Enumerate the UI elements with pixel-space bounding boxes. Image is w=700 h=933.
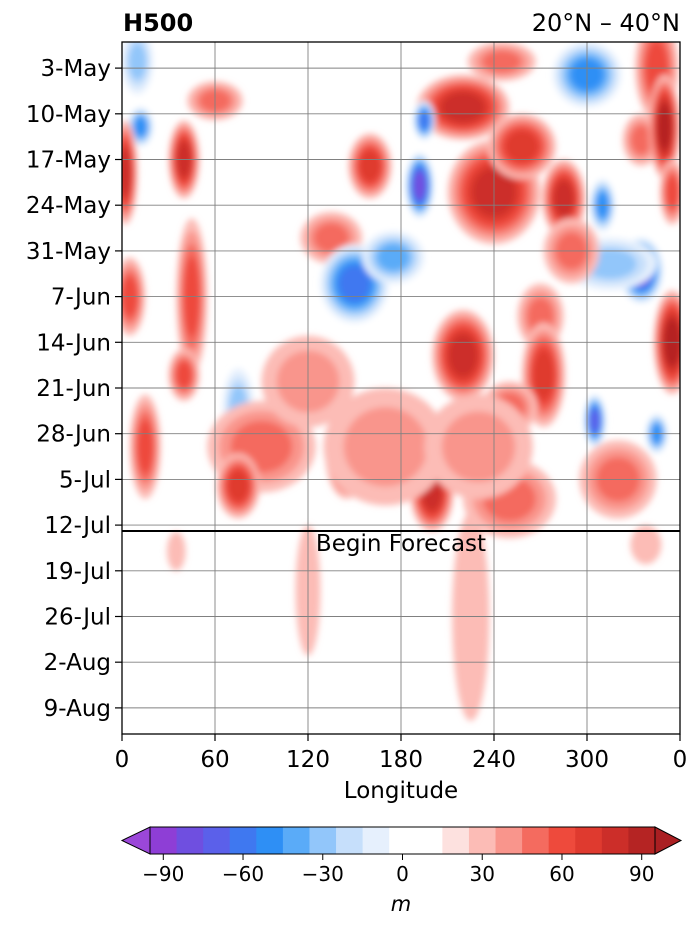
colorbar-ticks: −90 −60 −30 0 30 60 90 [142, 854, 654, 886]
colorbar-swatch [389, 827, 417, 854]
anomaly-blob [313, 223, 349, 253]
colorbar-swatch [229, 827, 257, 854]
colorbar-swatch [601, 827, 629, 854]
colorbar-over-triangle [654, 826, 683, 855]
anomaly-blob [176, 361, 192, 389]
colorbar-swatch [309, 827, 337, 854]
forecast-label: Begin Forecast [316, 531, 486, 557]
colorbar-swatch [150, 827, 177, 854]
y-tick-label: 3-May [41, 56, 111, 82]
x-tick-label: 60 [200, 747, 229, 773]
anomaly-blob [359, 150, 381, 182]
colorbar-swatch [256, 827, 284, 854]
anomaly-blob [128, 43, 147, 81]
anomaly-blob [553, 180, 574, 217]
x-tick-label: 120 [286, 747, 330, 773]
y-axis: 3-May 10-May 17-May 24-May 31-May 7-Jun 14-Jun… [26, 56, 122, 722]
anomaly-blob [377, 244, 410, 271]
anomaly-blob [505, 130, 539, 163]
colorbar-under-triangle [120, 826, 151, 855]
colorbar-tick-label: −60 [222, 862, 264, 886]
anomaly-blob [448, 334, 478, 377]
colorbar-tick-label: −30 [302, 862, 344, 886]
y-tick-label: 5-Jul [59, 467, 111, 493]
y-tick-label: 21-Jun [36, 376, 111, 402]
colorbar-swatch [415, 827, 443, 854]
colorbar-swatch [522, 827, 550, 854]
y-tick-label: 26-Jul [44, 604, 111, 630]
x-tick-label: 180 [379, 747, 423, 773]
colorbar-label: m [391, 892, 411, 916]
title-left: H500 [123, 9, 193, 37]
x-tick-label: 0 [115, 747, 130, 773]
colorbar-swatch [468, 827, 496, 854]
grid-lines [122, 42, 680, 734]
y-tick-label: 2-Aug [44, 650, 111, 676]
anomaly-blob [338, 265, 371, 302]
y-tick-label: 10-May [26, 102, 111, 128]
colorbar [120, 826, 683, 855]
x-axis-label: Longitude [344, 778, 458, 804]
anomaly-blob [227, 470, 249, 502]
colorbar-swatch [336, 827, 364, 854]
colorbar-swatch [442, 827, 470, 854]
x-tick-label: 0 [673, 747, 688, 773]
anomaly-blob [137, 419, 154, 474]
colorbar-tick-label: 0 [396, 862, 409, 886]
anomaly-blob [134, 117, 147, 137]
x-axis: 0 60 120 180 240 300 0 [115, 734, 688, 773]
y-tick-label: 9-Aug [44, 696, 111, 722]
colorbar-swatch [282, 827, 310, 854]
colorbar-swatch [495, 827, 523, 854]
anomaly-blob [413, 171, 426, 200]
colorbar-swatch [362, 827, 390, 854]
y-tick-label: 14-Jun [36, 330, 111, 356]
colorbar-swatch [176, 827, 204, 854]
anomaly-blob [533, 349, 555, 401]
x-tick-label: 240 [472, 747, 516, 773]
colorbar-tick-label: 30 [470, 862, 495, 886]
colorbar-tick-label: 90 [629, 862, 654, 886]
anomaly-blob [630, 525, 662, 565]
y-tick-label: 24-May [26, 193, 111, 219]
anomaly-blob [441, 411, 516, 483]
colorbar-tick-label: 60 [549, 862, 574, 886]
anomaly-blob [166, 531, 186, 571]
y-tick-label: 31-May [26, 239, 111, 265]
y-tick-label: 28-Jun [36, 422, 111, 448]
anomaly-blob [665, 175, 679, 209]
anomaly-blob [441, 92, 485, 123]
anomaly-blob [657, 103, 672, 150]
colorbar-swatch [575, 827, 603, 854]
anomaly-blob [343, 407, 428, 487]
anomaly-blob [630, 125, 652, 155]
anomaly-blob [122, 148, 131, 197]
colorbar-swatch [628, 827, 656, 854]
colorbar-tick-label: −90 [142, 862, 184, 886]
colorbar-swatch [548, 827, 576, 854]
title-right: 20°N – 40°N [532, 9, 680, 37]
y-tick-label: 7-Jun [51, 285, 111, 311]
y-tick-label: 12-Jul [44, 513, 111, 539]
anomaly-blob [419, 111, 430, 130]
anomaly-blob [589, 409, 600, 433]
y-tick-label: 17-May [26, 148, 111, 174]
anomaly-blob [482, 50, 522, 73]
x-tick-label: 300 [565, 747, 609, 773]
colorbar-swatch [203, 827, 231, 854]
y-tick-label: 19-Jul [44, 559, 111, 585]
